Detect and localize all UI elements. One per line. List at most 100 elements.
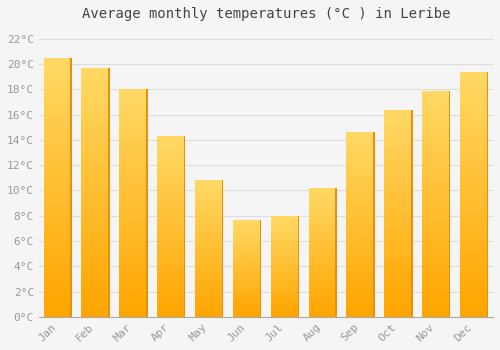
Bar	[157, 226, 186, 230]
Bar	[195, 221, 224, 224]
Bar	[82, 142, 110, 148]
Bar	[308, 281, 337, 283]
Bar	[233, 254, 261, 257]
Bar	[157, 176, 186, 180]
Bar	[119, 217, 148, 221]
Bar	[346, 188, 375, 191]
Bar	[195, 295, 224, 298]
Bar	[384, 217, 412, 222]
Bar	[195, 303, 224, 306]
Bar	[119, 103, 148, 108]
Bar	[233, 315, 261, 317]
Bar	[308, 247, 337, 250]
Bar	[384, 246, 412, 251]
Bar	[195, 312, 224, 314]
Bar	[422, 213, 450, 217]
Bar	[82, 98, 110, 103]
Bar	[195, 254, 224, 257]
Bar	[119, 303, 148, 308]
Bar	[44, 218, 72, 224]
Bar	[308, 260, 337, 263]
Bar	[460, 91, 488, 96]
Bar	[157, 201, 186, 205]
Bar	[157, 245, 186, 248]
Bar	[233, 231, 261, 233]
Bar	[384, 275, 412, 280]
Bar	[346, 247, 375, 250]
Bar	[384, 147, 412, 151]
Bar	[346, 214, 375, 217]
Bar	[346, 184, 375, 188]
Bar	[195, 248, 224, 251]
Bar	[270, 311, 299, 313]
Bar	[233, 264, 261, 266]
Bar	[270, 309, 299, 311]
Bar	[44, 187, 72, 192]
Bar	[233, 288, 261, 289]
Bar	[460, 150, 488, 155]
Bar	[233, 313, 261, 315]
Bar	[233, 237, 261, 239]
Bar	[270, 262, 299, 264]
Bar	[82, 247, 110, 252]
Bar	[384, 296, 412, 300]
Bar	[422, 163, 450, 168]
Bar	[195, 197, 224, 199]
Bar	[308, 229, 337, 232]
Bar	[460, 233, 488, 238]
Bar	[422, 136, 450, 140]
Bar	[119, 126, 148, 130]
Bar	[195, 257, 224, 259]
Bar	[308, 263, 337, 265]
Bar	[157, 306, 186, 310]
Bar	[460, 292, 488, 297]
Bar	[308, 301, 337, 304]
Bar	[119, 198, 148, 203]
Bar	[422, 258, 450, 262]
Bar	[308, 312, 337, 314]
Bar	[157, 281, 186, 284]
Bar	[82, 78, 110, 83]
Bar	[157, 284, 186, 288]
Bar	[82, 193, 110, 197]
Bar	[384, 288, 412, 292]
Bar	[195, 289, 224, 292]
Bar	[195, 273, 224, 276]
Bar	[460, 224, 488, 229]
Bar	[44, 63, 72, 68]
Bar	[119, 185, 148, 189]
Bar	[270, 258, 299, 260]
Bar	[308, 188, 337, 190]
Bar	[82, 182, 110, 187]
Bar	[346, 261, 375, 265]
Bar	[270, 226, 299, 228]
Bar	[308, 299, 337, 301]
Bar	[119, 108, 148, 112]
Bar	[270, 240, 299, 242]
Bar	[422, 118, 450, 122]
Bar	[119, 167, 148, 171]
Bar	[44, 84, 72, 89]
Bar	[82, 242, 110, 247]
Bar	[270, 234, 299, 236]
Bar	[44, 286, 72, 291]
Bar	[233, 307, 261, 309]
Bar	[119, 267, 148, 271]
Bar	[270, 246, 299, 248]
Bar	[233, 303, 261, 305]
Bar	[460, 248, 488, 253]
Bar	[82, 222, 110, 227]
Bar	[308, 206, 337, 209]
Bar	[308, 211, 337, 214]
Bar	[44, 301, 72, 307]
Bar	[346, 295, 375, 298]
Bar	[308, 286, 337, 288]
Bar	[82, 173, 110, 177]
Bar	[157, 248, 186, 252]
Bar	[270, 252, 299, 254]
Bar	[346, 132, 375, 136]
Bar	[44, 312, 72, 317]
Bar	[233, 241, 261, 243]
Bar	[460, 140, 488, 145]
Bar	[119, 171, 148, 176]
